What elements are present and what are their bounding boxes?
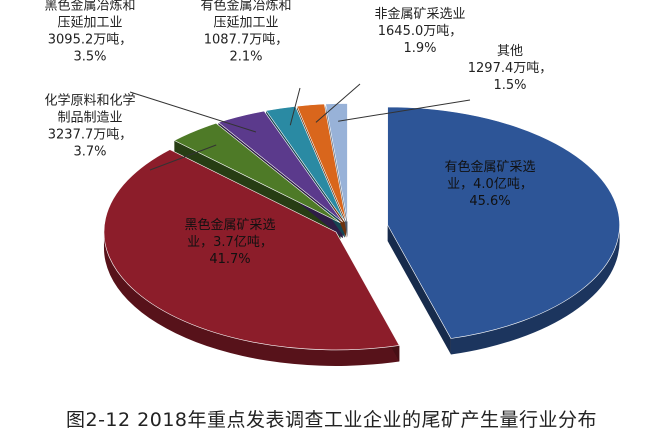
- slice-label-line: 1297.4万吨，: [468, 61, 553, 76]
- slice-label-line: 压延加工业: [213, 16, 278, 31]
- slice-label-line: 3.5%: [73, 50, 106, 65]
- slice-label-2: 化学原料和化学制品制造业 3237.7万吨， 3.7%: [44, 93, 135, 160]
- slice-label-5: 非金属矿采选业 1645.0万吨， 1.9%: [374, 6, 465, 56]
- slice-label-1: 黑色金属矿采选业，3.7亿吨， 41.7%: [184, 217, 275, 267]
- slice-label-line: 化学原料和化学: [44, 93, 135, 109]
- pie-slice-3: [217, 110, 343, 223]
- slice-label-line: 非金属矿采选业: [374, 6, 465, 22]
- pie-slice-side-0: [450, 224, 620, 355]
- slice-label-line: 2.1%: [229, 50, 262, 65]
- slice-label-line: 41.7%: [209, 252, 250, 267]
- slice-label-line: 有色金属矿采选: [444, 159, 535, 175]
- slice-label-line: 业，4.0亿吨，: [447, 177, 533, 192]
- slice-label-line: 3237.7万吨，: [48, 128, 133, 143]
- leader-line-4: [289, 87, 301, 126]
- leader-line-6: [338, 99, 471, 122]
- leader-line-2: [149, 144, 217, 171]
- slice-label-line: 1645.0万吨，: [378, 24, 463, 39]
- leader-line-5: [315, 83, 361, 123]
- pie-slice-6: [325, 103, 348, 222]
- pie-chart: 有色金属矿采选业，4.0亿吨， 45.6% 黑色金属矿采选业，3.7亿吨， 41.7%…: [44, 0, 620, 366]
- slice-label-line: 1087.7万吨，: [204, 33, 289, 48]
- slice-label-line: 黑色金属矿采选: [184, 217, 275, 233]
- slice-label-line: 3095.2万吨，: [48, 33, 133, 48]
- slice-label-line: 业，3.7亿吨，: [187, 235, 273, 250]
- slice-label-line: 3.7%: [73, 145, 106, 160]
- pie-slice-1: [103, 149, 400, 351]
- pie-slice-face-0-1: [387, 224, 451, 355]
- slice-label-0: 有色金属矿采选业，4.0亿吨， 45.6%: [444, 159, 535, 209]
- slice-label-line: 其他: [497, 44, 523, 59]
- pie-slice-2: [173, 122, 341, 224]
- slice-label-3: 黑色金属冶炼和压延加工业 3095.2万吨， 3.5%: [44, 0, 135, 65]
- slice-label-line: 压延加工业: [57, 16, 122, 31]
- pie-slice-0: [387, 106, 620, 339]
- leader-line-3: [129, 91, 257, 133]
- slice-label-4: 有色金属冶炼和压延加工业 1087.7万吨， 2.1%: [200, 0, 291, 65]
- slice-label-line: 黑色金属冶炼和: [44, 0, 135, 14]
- slice-label-line: 有色金属冶炼和: [200, 0, 291, 14]
- slice-label-line: 1.5%: [493, 78, 526, 93]
- pie-slice-side-1: [103, 231, 400, 366]
- slice-label-line: 45.6%: [469, 194, 510, 209]
- slice-label-line: 1.9%: [403, 41, 436, 56]
- chart-title: 图2-12 2018年重点发表调查工业企业的尾矿产生量行业分布: [65, 409, 597, 431]
- slice-label-6: 其他 1297.4万吨， 1.5%: [468, 44, 553, 93]
- slice-label-line: 制品制造业: [57, 111, 122, 126]
- pie-slice-5: [296, 103, 347, 222]
